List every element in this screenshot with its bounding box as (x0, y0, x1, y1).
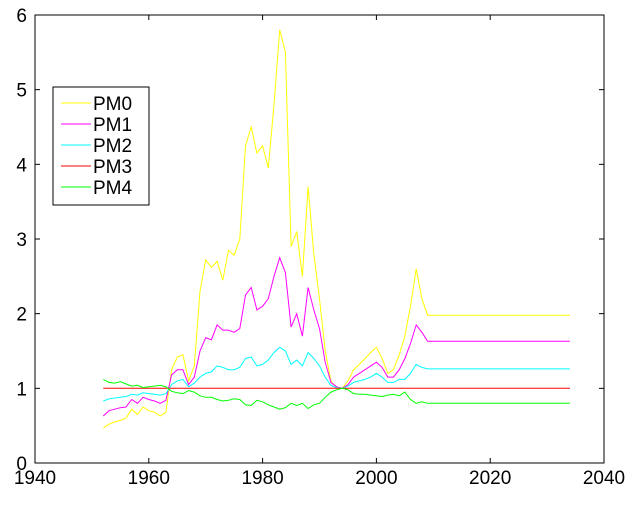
series-lines (102, 29, 570, 429)
series-line-pm2 (103, 346, 570, 402)
legend-label-pm3: PM3 (93, 157, 132, 178)
legend-box (52, 86, 150, 206)
legend-label-pm2: PM2 (93, 136, 132, 157)
series-line-pm4 (103, 378, 570, 410)
plot-frame (34, 14, 605, 464)
y-tick-label: 3 (16, 230, 27, 251)
axes: 1940 1960 1980 2000 2020 2040 0 1 2 3 4 5 6 (14, 6, 625, 489)
y-tick-label: 1 (16, 379, 27, 400)
y-tick-label: 2 (16, 305, 27, 326)
legend-label-pm4: PM4 (93, 178, 133, 199)
legend-label-pm1: PM1 (93, 115, 132, 136)
y-tick-label: 0 (16, 454, 27, 475)
x-tick-label: 1940 (14, 468, 56, 489)
x-tick-label: 2000 (355, 468, 397, 489)
y-tick-label: 6 (16, 6, 27, 27)
x-tick-label: 1980 (241, 468, 283, 489)
legend-label-pm0: PM0 (93, 94, 132, 115)
series-line-pm0 (103, 29, 570, 429)
y-tick-label: 4 (16, 155, 27, 176)
y-tick-label: 5 (16, 81, 27, 102)
x-tick-label: 2040 (583, 468, 625, 489)
x-tick-label: 2020 (469, 468, 511, 489)
x-tick-label: 1960 (128, 468, 170, 489)
series-line-pm1 (102, 256, 570, 417)
